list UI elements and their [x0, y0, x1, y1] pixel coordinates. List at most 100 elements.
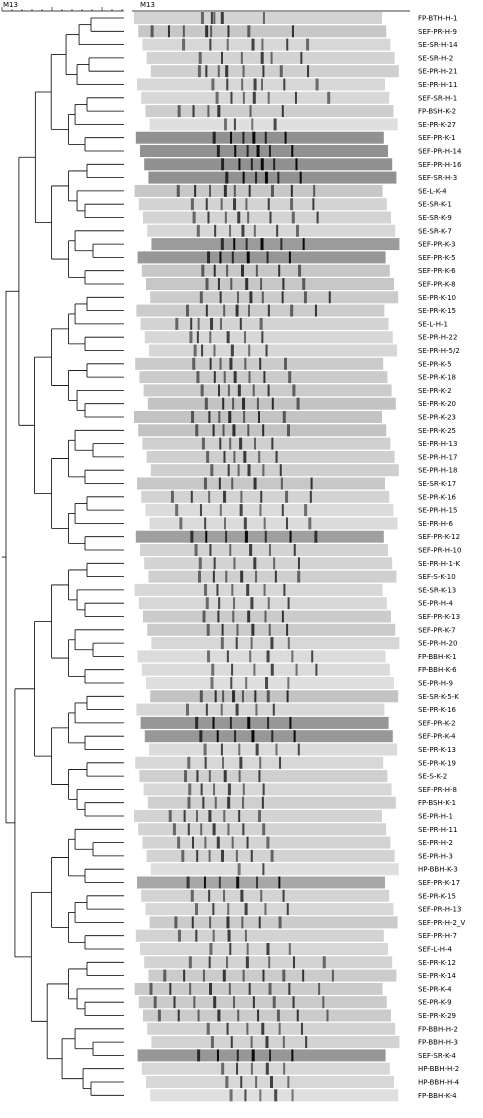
lane-background: [143, 610, 391, 623]
lane-background: [143, 211, 391, 224]
dna-band: [201, 264, 205, 277]
sample-label: SE-PR-H-4: [418, 600, 454, 608]
lane-background: [147, 1022, 396, 1035]
dna-band: [233, 996, 236, 1009]
dna-band: [296, 224, 299, 237]
dna-band: [255, 743, 259, 756]
dna-band: [226, 78, 229, 91]
sample-label: SE-PR-K-14: [418, 972, 457, 980]
lane-background: [140, 544, 388, 556]
dna-band: [288, 943, 291, 955]
dna-band: [242, 397, 246, 410]
dna-band: [261, 291, 264, 304]
gel-lane: [149, 916, 398, 929]
dna-band: [266, 943, 270, 955]
lane-background: [147, 224, 396, 237]
dna-band: [291, 145, 294, 157]
dna-band: [233, 238, 236, 251]
dna-band: [175, 317, 179, 330]
dna-band: [216, 583, 219, 596]
dna-band: [251, 1049, 255, 1062]
sample-label: SE-SR-K-13: [418, 586, 456, 594]
sample-label: SE-PR-H-11: [418, 81, 457, 89]
dna-band: [204, 517, 207, 530]
lane-background: [146, 278, 394, 290]
dna-band: [299, 171, 302, 184]
dna-band: [211, 663, 215, 676]
dna-band: [258, 770, 261, 783]
dna-band: [260, 238, 264, 251]
dna-band: [262, 464, 265, 477]
dna-band: [201, 437, 205, 450]
dna-band: [237, 863, 241, 876]
dna-band: [236, 1062, 239, 1075]
sample-label: SEF-PR-H-16: [418, 161, 462, 169]
lane-background: [144, 331, 393, 344]
dna-band: [241, 916, 244, 929]
gel-label: M13: [140, 1, 155, 9]
sample-label: SEF-PR-H-10: [418, 547, 461, 555]
dna-band: [225, 530, 228, 543]
dna-band: [213, 783, 216, 796]
dna-band: [268, 544, 271, 556]
dna-band: [279, 756, 282, 769]
dna-band: [245, 677, 248, 689]
dna-band: [267, 91, 270, 104]
lane-background: [134, 12, 382, 24]
dna-band: [227, 796, 231, 809]
dna-band: [242, 91, 245, 104]
dna-band: [258, 450, 261, 463]
dna-band: [255, 171, 258, 184]
gel-lane: [137, 876, 385, 889]
gel-lane: [149, 517, 398, 530]
dna-band: [212, 903, 215, 916]
dna-band: [271, 397, 274, 410]
lane-background: [144, 557, 393, 570]
dna-band: [216, 730, 219, 743]
dna-band: [240, 1076, 243, 1088]
dna-band: [219, 357, 222, 370]
dna-band: [303, 291, 307, 304]
gel-lane: [150, 690, 399, 703]
sample-label: SE-PR-H-20: [418, 640, 457, 648]
dna-band: [251, 623, 255, 636]
dna-band: [223, 304, 226, 317]
lane-background: [149, 916, 398, 929]
dna-band: [244, 331, 246, 344]
dna-band: [264, 610, 267, 623]
dna-band: [291, 211, 295, 224]
dna-band: [278, 876, 281, 889]
dna-band: [290, 184, 293, 197]
gel-lane: [142, 836, 391, 849]
sample-label: SE-SR-K-5-K: [418, 693, 459, 701]
dna-band: [223, 371, 226, 384]
dna-band: [196, 224, 200, 237]
dna-band: [205, 530, 208, 543]
dna-band: [199, 690, 203, 703]
sample-label: SE-PR-K-16: [418, 706, 457, 714]
lane-background: [140, 716, 389, 729]
dna-band: [248, 304, 250, 317]
dna-band: [271, 437, 274, 450]
dna-band: [235, 703, 239, 716]
dna-band: [199, 291, 203, 304]
dna-band: [209, 331, 212, 344]
dna-band: [242, 171, 245, 184]
dna-band: [250, 1062, 253, 1075]
dna-band: [209, 916, 212, 929]
dna-band: [206, 1022, 210, 1035]
dna-band: [226, 331, 230, 344]
dna-band: [254, 690, 257, 703]
dna-band: [270, 849, 274, 862]
dna-band: [250, 637, 253, 650]
gel-lane: [144, 158, 393, 171]
lane-background: [149, 517, 398, 530]
dna-band: [247, 464, 251, 477]
lane-background: [144, 158, 393, 171]
dna-band: [230, 1036, 233, 1049]
dna-band: [196, 331, 199, 344]
dna-band: [232, 690, 236, 703]
dna-band: [308, 517, 312, 530]
dna-band: [274, 570, 277, 583]
dna-band: [190, 530, 194, 543]
